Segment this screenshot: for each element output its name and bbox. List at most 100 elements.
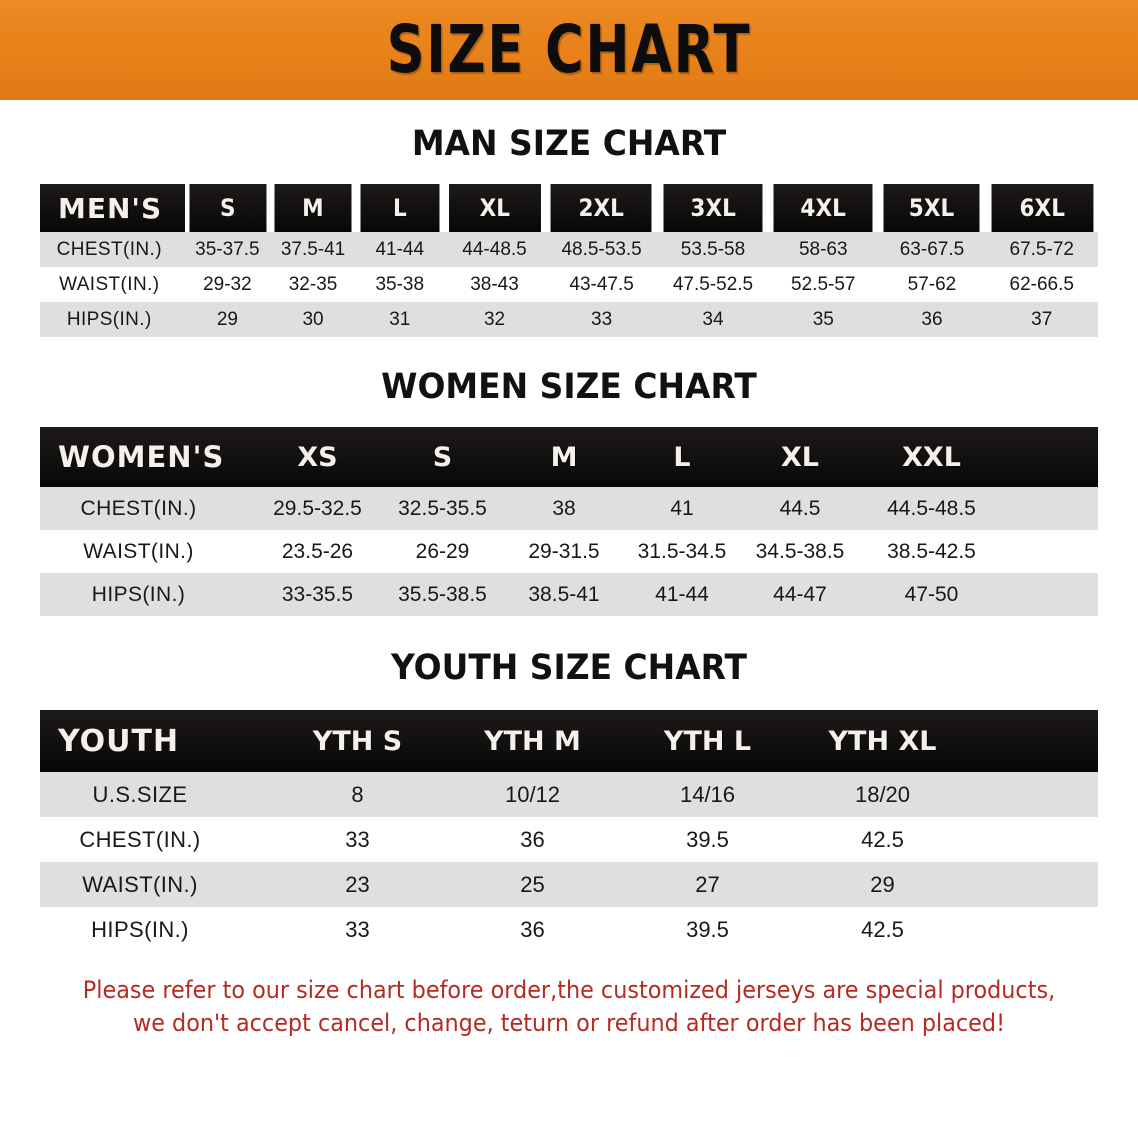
women-col-m: M	[505, 427, 623, 487]
table-row: CHEST(IN.) 35-37.5 37.5-41 41-44 44-48.5…	[40, 232, 1098, 267]
table-cell: 29-32	[184, 267, 271, 302]
table-row: WAIST(IN.) 29-32 32-35 35-38 38-43 43-47…	[40, 267, 1098, 302]
table-cell: 44-48.5	[443, 232, 546, 267]
table-cell-spacer	[970, 907, 1098, 952]
youth-row-label-waist: WAIST(IN.)	[40, 862, 270, 907]
table-cell: 33	[270, 907, 445, 952]
page-title: SIZE CHART	[386, 11, 752, 88]
youth-row-label-hips: HIPS(IN.)	[40, 907, 270, 952]
table-cell: 63-67.5	[878, 232, 986, 267]
youth-col-s: YTH S	[270, 710, 445, 772]
table-cell: 29	[184, 302, 271, 337]
youth-section-title: YOUTH SIZE CHART	[391, 648, 747, 688]
youth-size-table-wrapper: YOUTH YTH S YTH M YTH L YTH XL U.S.SIZE …	[40, 710, 1098, 952]
women-header-row: WOMEN'S XS S M L XL XXL	[40, 427, 1098, 487]
table-cell: 39.5	[620, 907, 795, 952]
table-cell: 52.5-57	[768, 267, 879, 302]
table-cell: 8	[270, 772, 445, 817]
table-cell-spacer	[970, 862, 1098, 907]
women-section-title: WOMEN SIZE CHART	[381, 367, 757, 407]
youth-col-spacer	[970, 710, 1098, 772]
man-row-label-hips: HIPS(IN.)	[40, 302, 185, 337]
man-section-title: MAN SIZE CHART	[411, 124, 727, 164]
table-cell: 62-66.5	[985, 267, 1098, 302]
table-row: CHEST(IN.) 29.5-32.5 32.5-35.5 38 41 44.…	[40, 487, 1098, 530]
youth-col-xl: YTH XL	[795, 710, 970, 772]
table-row: WAIST(IN.) 23 25 27 29	[40, 862, 1098, 907]
table-cell: 41-44	[355, 232, 444, 267]
table-cell: 14/16	[620, 772, 795, 817]
table-cell: 34	[657, 302, 769, 337]
youth-col-m: YTH M	[445, 710, 620, 772]
table-cell: 10/12	[445, 772, 620, 817]
man-row-label-waist: WAIST(IN.)	[40, 267, 185, 302]
table-cell: 25	[445, 862, 620, 907]
table-cell: 44.5	[741, 487, 859, 530]
table-cell: 33	[270, 817, 445, 862]
women-corner-label: WOMEN'S	[40, 427, 255, 487]
man-col-3xl: 3XL	[663, 184, 763, 232]
table-cell: 35.5-38.5	[380, 573, 505, 616]
youth-row-label-ussize: U.S.SIZE	[40, 772, 270, 817]
table-cell: 47.5-52.5	[657, 267, 769, 302]
table-cell: 29	[795, 862, 970, 907]
table-cell-spacer	[1004, 573, 1098, 616]
table-cell: 36	[445, 817, 620, 862]
table-cell: 41-44	[623, 573, 741, 616]
table-cell-spacer	[970, 817, 1098, 862]
youth-size-table: YOUTH YTH S YTH M YTH L YTH XL U.S.SIZE …	[40, 710, 1098, 952]
table-cell: 31.5-34.5	[623, 530, 741, 573]
man-size-table: MEN'S S M L XL 2XL 3XL 4XL 5XL 6XL CHEST…	[40, 184, 1098, 337]
man-col-5xl: 5XL	[883, 184, 981, 232]
table-cell: 29.5-32.5	[255, 487, 380, 530]
women-size-table: WOMEN'S XS S M L XL XXL CHEST(IN.) 29.5-…	[40, 427, 1098, 616]
table-cell: 37.5-41	[270, 232, 356, 267]
table-cell: 35	[768, 302, 879, 337]
order-policy-note-line1: Please refer to our size chart before or…	[82, 976, 1056, 1004]
youth-col-l: YTH L	[620, 710, 795, 772]
man-col-2xl: 2XL	[551, 184, 653, 232]
table-cell: 36	[878, 302, 986, 337]
table-row: HIPS(IN.) 33-35.5 35.5-38.5 38.5-41 41-4…	[40, 573, 1098, 616]
order-policy-note-line2: we don't accept cancel, change, teturn o…	[132, 1009, 1006, 1038]
table-cell: 42.5	[795, 817, 970, 862]
table-cell: 67.5-72	[985, 232, 1098, 267]
table-cell: 35-38	[355, 267, 444, 302]
man-col-4xl: 4XL	[773, 184, 873, 232]
table-cell: 32	[443, 302, 546, 337]
table-cell: 26-29	[380, 530, 505, 573]
table-cell: 38.5-41	[505, 573, 623, 616]
women-row-label-chest: CHEST(IN.)	[40, 487, 255, 530]
table-cell: 44-47	[741, 573, 859, 616]
table-cell: 39.5	[620, 817, 795, 862]
youth-row-label-chest: CHEST(IN.)	[40, 817, 270, 862]
page-banner: SIZE CHART	[0, 0, 1138, 100]
women-row-label-waist: WAIST(IN.)	[40, 530, 255, 573]
table-cell: 33	[545, 302, 658, 337]
table-cell: 23.5-26	[255, 530, 380, 573]
table-cell: 43-47.5	[545, 267, 658, 302]
man-col-l: L	[360, 184, 440, 232]
table-cell: 37	[985, 302, 1098, 337]
women-col-s: S	[380, 427, 505, 487]
man-col-s: S	[188, 184, 266, 232]
table-cell: 32-35	[270, 267, 356, 302]
table-cell: 42.5	[795, 907, 970, 952]
table-cell: 47-50	[859, 573, 1004, 616]
table-row: U.S.SIZE 8 10/12 14/16 18/20	[40, 772, 1098, 817]
women-col-xl: XL	[741, 427, 859, 487]
table-cell: 30	[270, 302, 356, 337]
table-cell-spacer	[1004, 487, 1098, 530]
man-row-label-chest: CHEST(IN.)	[40, 232, 185, 267]
women-col-xxl: XXL	[859, 427, 1004, 487]
table-cell: 18/20	[795, 772, 970, 817]
women-row-label-hips: HIPS(IN.)	[40, 573, 255, 616]
table-cell: 57-62	[878, 267, 986, 302]
man-size-table-wrapper: MEN'S S M L XL 2XL 3XL 4XL 5XL 6XL CHEST…	[40, 184, 1098, 337]
table-cell: 38.5-42.5	[859, 530, 1004, 573]
table-cell: 27	[620, 862, 795, 907]
table-cell: 29-31.5	[505, 530, 623, 573]
table-cell-spacer	[1004, 530, 1098, 573]
table-cell: 41	[623, 487, 741, 530]
women-col-xs: XS	[255, 427, 380, 487]
